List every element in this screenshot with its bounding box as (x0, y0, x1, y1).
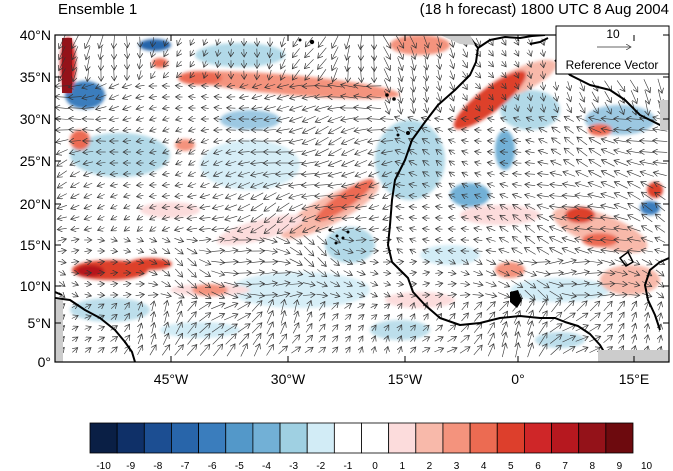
colorbar-label: -2 (316, 461, 325, 471)
longitude-label: 15°E (619, 371, 650, 387)
colorbar-swatch (361, 422, 390, 454)
forecast-time-title: (18 h forecast) 1800 UTC 8 Aug 2004 (419, 1, 669, 18)
colorbar-label: 0 (372, 461, 378, 471)
colorbar-swatch (388, 422, 417, 454)
latitude-label: 15°N (20, 237, 51, 253)
colorbar-swatch (171, 422, 199, 454)
colorbar-label: -8 (153, 461, 162, 471)
islands (298, 38, 634, 308)
colorbar-label: 1 (399, 461, 405, 471)
colorbar-label: -6 (208, 461, 217, 471)
colorbar-swatch (496, 422, 525, 454)
coastlines (55, 35, 669, 362)
colorbar-swatch (279, 422, 308, 454)
colorbar-swatch (524, 422, 552, 454)
colorbar-label: 8 (589, 461, 595, 471)
colorbar-label: -7 (181, 461, 190, 471)
colorbar-label: -10 (96, 461, 111, 471)
colorbar-label: 7 (562, 461, 568, 471)
colorbar-swatch (578, 422, 607, 454)
colorbar-label: -9 (126, 461, 135, 471)
latitude-label: 25°N (20, 153, 51, 169)
colorbar-label: 2 (427, 461, 433, 471)
plot-frame (54, 34, 670, 363)
reference-vector-legend: 10 Reference Vector (555, 25, 670, 75)
colorbar-swatch (551, 422, 580, 454)
reference-vector-label: Reference Vector (566, 58, 659, 72)
colorbar-swatch (252, 422, 281, 454)
latitude-label: 10°N (20, 278, 51, 294)
colorbar-label: 6 (535, 461, 541, 471)
colorbar-label: -5 (235, 461, 244, 471)
colorbar: -10 -9 -8 -7 -6 -5 -4 -3 -2 -1 0 1 2 3 4 5 6 7 8 9 10 (89, 422, 653, 471)
latitude-label: 20°N (20, 196, 51, 212)
colorbar-swatch (469, 422, 498, 454)
colorbar-swatch (116, 422, 145, 454)
longitude-label: 30°W (271, 371, 306, 387)
colorbar-swatch (225, 422, 254, 454)
shaded-field (55, 35, 669, 362)
colorbar-label: -3 (289, 461, 298, 471)
colorbar-swatch (306, 422, 335, 454)
colorbar-label: 4 (481, 461, 487, 471)
latitude-label: 0° (38, 354, 51, 370)
latitude-label: 40°N (20, 27, 51, 43)
latitude-label: 30°N (20, 111, 51, 127)
latitude-axis: 40°N 35°N 30°N 25°N 20°N 15°N 10°N 5°N 0° (20, 27, 669, 370)
colorbar-swatch (605, 422, 634, 454)
wind-vector-field (55, 35, 668, 358)
colorbar-label: 9 (617, 461, 623, 471)
colorbar-swatch (333, 422, 362, 454)
colorbar-swatch (442, 422, 471, 454)
longitude-axis: 45°W 30°W 15°W 0° 15°E (154, 35, 649, 387)
latitude-label: 35°N (20, 69, 51, 85)
colorbar-label: 5 (508, 461, 514, 471)
panel-title: Ensemble 1 (58, 1, 138, 18)
colorbar-swatch (89, 422, 118, 454)
colorbar-label: -1 (343, 461, 352, 471)
longitude-label: 0° (511, 371, 524, 387)
longitude-label: 15°W (388, 371, 423, 387)
reference-vector-magnitude: 10 (606, 27, 620, 41)
colorbar-label: 3 (454, 461, 460, 471)
colorbar-swatch (415, 422, 444, 454)
colorbar-label: 10 (641, 461, 653, 471)
latitude-label: 5°N (28, 315, 52, 331)
longitude-label: 45°W (154, 371, 189, 387)
colorbar-swatch (198, 422, 227, 454)
colorbar-label: -4 (262, 461, 271, 471)
colorbar-swatch (143, 422, 172, 454)
